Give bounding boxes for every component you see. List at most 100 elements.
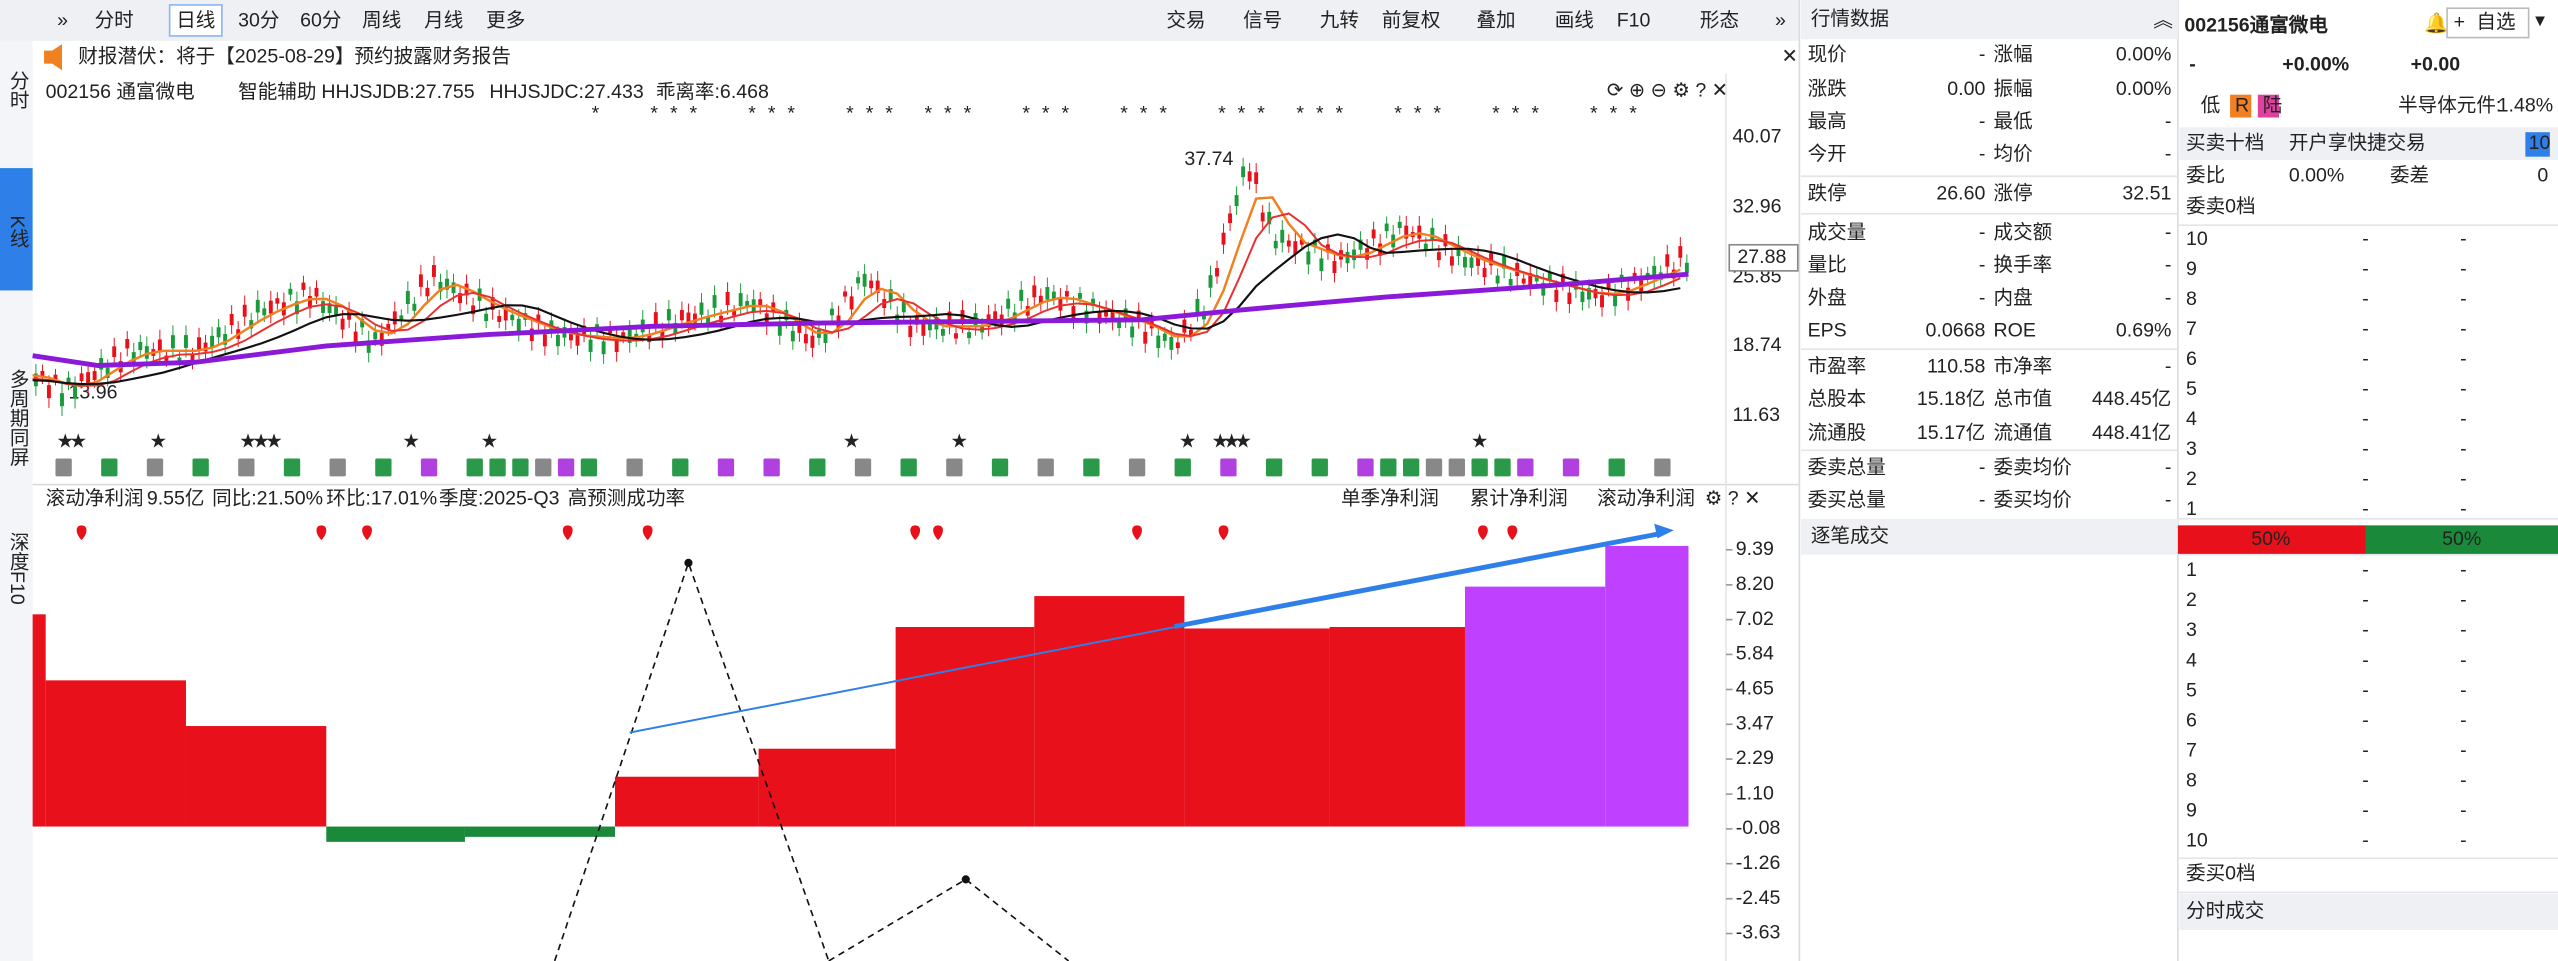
candle <box>947 311 952 325</box>
event-tag <box>717 458 735 477</box>
tool-button[interactable]: 画线 <box>1555 9 1594 31</box>
candle <box>1378 243 1383 256</box>
bar <box>464 826 616 837</box>
quote-value: 110.58 <box>1927 355 1986 377</box>
candle <box>40 371 45 378</box>
tool-button[interactable]: 形态 <box>1700 9 1739 31</box>
collapse-icon[interactable]: » <box>57 9 68 31</box>
sidebar-item[interactable]: 多周期同屏 <box>6 369 29 467</box>
tab[interactable]: 30分 <box>238 9 279 31</box>
candle <box>216 327 221 338</box>
tool-button[interactable]: 叠加 <box>1476 9 1515 31</box>
candle <box>993 311 998 321</box>
tab[interactable]: 分时 <box>95 9 134 31</box>
tool-button[interactable]: F10 <box>1617 9 1651 31</box>
signal-star: * <box>885 102 893 124</box>
close-icon[interactable]: ✕ <box>1781 45 1797 67</box>
candle <box>1156 335 1161 349</box>
ratio-row: 委比 <box>2186 164 2225 186</box>
price: - <box>2189 53 2196 75</box>
candle <box>112 346 117 357</box>
add-watch[interactable]: 自选 <box>2476 11 2515 33</box>
ratio-row: 0.00% <box>2289 164 2344 186</box>
candle <box>1567 292 1572 305</box>
quote-label: ROE <box>1994 319 2036 341</box>
tab[interactable]: 60分 <box>300 9 341 31</box>
bell-icon[interactable]: 🔔 <box>2424 12 2448 35</box>
candle <box>1091 298 1095 306</box>
concept-pct: 1.48% <box>2498 94 2553 116</box>
event-tag <box>1562 458 1580 477</box>
level-volume: - <box>2460 799 2467 821</box>
season: 季度:2025-Q3 <box>439 487 560 509</box>
y-tick-label: 32.96 <box>1733 195 1782 217</box>
panel-title: 分时成交 <box>2186 900 2264 922</box>
candle <box>895 314 900 325</box>
profit-tab[interactable]: 滚动净利润 <box>1597 487 1695 509</box>
candle <box>1110 309 1115 322</box>
candle <box>288 288 293 295</box>
candle <box>908 325 913 338</box>
y-tick-label: -1.26 <box>1736 852 1781 874</box>
candle <box>334 304 339 316</box>
candle <box>1169 336 1174 350</box>
candle <box>901 301 906 313</box>
bar <box>45 680 186 827</box>
candle <box>1495 275 1500 284</box>
tab[interactable]: 月线 <box>424 9 463 31</box>
panel-title: 逐笔成交 <box>1811 525 1889 547</box>
candle <box>888 289 893 301</box>
quote-label: 振幅 <box>1994 78 2033 100</box>
candle <box>484 313 489 322</box>
level-price: - <box>2362 739 2369 761</box>
expand-icon[interactable]: » <box>1775 9 1786 31</box>
event-star: ★ <box>402 430 420 452</box>
tool-button[interactable]: 前复权 <box>1382 9 1441 31</box>
level-price: - <box>2362 468 2369 490</box>
tab[interactable]: 周线 <box>362 9 401 31</box>
sidebar-item[interactable]: 深度F10 <box>6 532 29 605</box>
level-price: - <box>2362 559 2369 581</box>
candle <box>940 328 945 336</box>
add-button[interactable] <box>2446 7 2530 39</box>
pin <box>933 525 943 541</box>
candle <box>412 303 417 311</box>
profit-tab[interactable]: 单季净利润 <box>1341 487 1439 509</box>
pin <box>562 525 573 541</box>
level-volume: - <box>2460 258 2467 280</box>
event-star: ★ <box>1223 430 1241 452</box>
stock-code: 002156 通富微电 <box>46 81 195 103</box>
candle <box>1097 311 1102 324</box>
quote-value: 26.60 <box>1936 182 1985 204</box>
candle <box>53 374 58 380</box>
quick-trade[interactable]: 开户享快捷交易 <box>2289 132 2426 154</box>
profit-tab[interactable]: 累计净利润 <box>1470 487 1568 509</box>
quote-value: - <box>2165 111 2172 133</box>
panel-header <box>1801 0 2178 40</box>
bar <box>1329 627 1465 827</box>
candle <box>386 323 391 330</box>
menu-icon[interactable]: ▾ <box>2535 9 2545 31</box>
tool-icons[interactable]: ⟳ ⊕ ⊖ ⚙ ? ✕ <box>1607 80 1728 102</box>
level-price: - <box>2362 288 2369 310</box>
signal-star: * <box>924 102 932 124</box>
candle <box>790 330 795 342</box>
tool-button[interactable]: 交易 <box>1166 9 1205 31</box>
assist[interactable]: 智能辅助 <box>238 81 316 103</box>
panel-title: 买卖十档 <box>2186 132 2264 154</box>
tool-button[interactable]: 信号 <box>1243 9 1282 31</box>
collapse-icon[interactable]: ︽ <box>2153 9 2173 31</box>
sidebar-item[interactable]: 分时 <box>6 70 29 109</box>
tab[interactable]: 日线 <box>176 9 215 31</box>
level-volume: - <box>2460 709 2467 731</box>
level-label: 2 <box>2186 589 2197 611</box>
tool-button[interactable]: 九转 <box>1320 9 1359 31</box>
tab[interactable]: 更多 <box>486 9 525 31</box>
level-price: - <box>2362 378 2369 400</box>
forecast-line <box>553 560 830 961</box>
signal-star: * <box>1159 102 1167 124</box>
forecast-point <box>961 875 970 884</box>
tool-icons[interactable]: ⚙ ? ✕ <box>1705 487 1761 509</box>
sidebar-item[interactable]: K线 <box>6 215 29 248</box>
